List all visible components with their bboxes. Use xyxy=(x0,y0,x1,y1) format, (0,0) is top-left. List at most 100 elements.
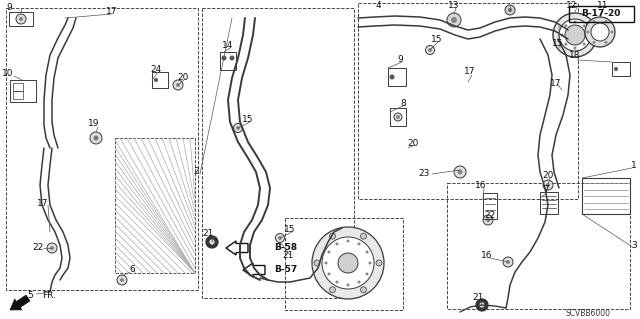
Circle shape xyxy=(209,239,215,245)
Circle shape xyxy=(447,13,461,27)
Circle shape xyxy=(358,242,360,245)
Text: 15: 15 xyxy=(243,115,253,123)
Circle shape xyxy=(591,23,609,41)
Circle shape xyxy=(573,20,577,24)
Circle shape xyxy=(338,253,358,273)
Text: 23: 23 xyxy=(419,168,429,177)
Circle shape xyxy=(559,19,591,51)
Circle shape xyxy=(543,180,553,190)
Text: 20: 20 xyxy=(542,170,554,180)
Circle shape xyxy=(120,278,124,282)
Circle shape xyxy=(565,25,585,45)
Text: 17: 17 xyxy=(106,8,118,17)
Circle shape xyxy=(573,47,577,49)
Text: 15: 15 xyxy=(284,225,296,234)
FancyArrow shape xyxy=(243,263,265,277)
Text: 21: 21 xyxy=(282,250,294,259)
Circle shape xyxy=(369,262,371,264)
Text: 9: 9 xyxy=(6,3,12,11)
Circle shape xyxy=(330,287,335,293)
Text: 6: 6 xyxy=(129,265,135,275)
Circle shape xyxy=(611,31,614,33)
Text: 19: 19 xyxy=(88,120,100,129)
Bar xyxy=(540,192,558,214)
Circle shape xyxy=(506,260,510,264)
Circle shape xyxy=(426,46,435,55)
Circle shape xyxy=(117,275,127,285)
Text: 22: 22 xyxy=(33,243,44,253)
Circle shape xyxy=(206,236,218,248)
Circle shape xyxy=(365,272,369,276)
Circle shape xyxy=(19,17,23,21)
Bar xyxy=(115,138,195,273)
Circle shape xyxy=(330,233,335,239)
Circle shape xyxy=(328,250,330,254)
Circle shape xyxy=(582,43,586,46)
Circle shape xyxy=(585,17,615,47)
Circle shape xyxy=(376,260,382,266)
Circle shape xyxy=(586,33,589,36)
Text: 13: 13 xyxy=(448,2,460,11)
Circle shape xyxy=(476,299,488,311)
Circle shape xyxy=(486,218,490,222)
Bar xyxy=(152,72,168,88)
Text: 17: 17 xyxy=(550,78,562,87)
Bar xyxy=(202,8,354,298)
Text: 16: 16 xyxy=(481,251,493,261)
Circle shape xyxy=(234,123,243,132)
Circle shape xyxy=(230,56,234,61)
Bar xyxy=(447,183,630,309)
Circle shape xyxy=(360,233,367,239)
Circle shape xyxy=(586,31,589,33)
Circle shape xyxy=(236,126,240,130)
Text: 9: 9 xyxy=(397,56,403,64)
Text: 16: 16 xyxy=(476,182,487,190)
Circle shape xyxy=(173,80,183,90)
Circle shape xyxy=(553,13,597,57)
Circle shape xyxy=(458,169,463,174)
Text: 17: 17 xyxy=(37,198,49,207)
Circle shape xyxy=(335,280,339,284)
Circle shape xyxy=(50,246,54,250)
Circle shape xyxy=(428,48,432,52)
Circle shape xyxy=(454,166,466,178)
Bar xyxy=(388,68,406,86)
Circle shape xyxy=(346,284,349,286)
Circle shape xyxy=(582,24,586,27)
Text: B-17-20: B-17-20 xyxy=(581,10,621,19)
Text: 21: 21 xyxy=(202,228,214,238)
Bar xyxy=(582,178,630,214)
Bar xyxy=(390,108,406,126)
Text: 17: 17 xyxy=(464,68,476,77)
Text: 10: 10 xyxy=(3,70,13,78)
Circle shape xyxy=(451,17,457,23)
Circle shape xyxy=(360,287,367,293)
Circle shape xyxy=(394,113,402,121)
Circle shape xyxy=(278,236,282,240)
Bar xyxy=(612,62,630,76)
Circle shape xyxy=(154,78,158,82)
Text: 7: 7 xyxy=(543,186,549,195)
Circle shape xyxy=(390,75,394,79)
Bar xyxy=(285,218,403,310)
FancyArrow shape xyxy=(226,241,248,255)
Circle shape xyxy=(483,215,493,225)
Bar xyxy=(13,91,23,99)
Text: FR.: FR. xyxy=(42,292,56,300)
Circle shape xyxy=(396,115,400,119)
Text: 14: 14 xyxy=(222,41,234,49)
Circle shape xyxy=(176,83,180,87)
FancyArrow shape xyxy=(10,295,30,310)
Circle shape xyxy=(90,132,102,144)
Circle shape xyxy=(312,227,384,299)
Bar xyxy=(6,8,198,290)
Circle shape xyxy=(16,14,26,24)
Circle shape xyxy=(564,24,567,27)
Bar xyxy=(13,83,23,91)
Bar xyxy=(483,193,497,219)
Circle shape xyxy=(605,20,607,23)
Circle shape xyxy=(328,272,330,276)
Circle shape xyxy=(221,56,227,61)
Circle shape xyxy=(614,67,618,71)
Text: 15: 15 xyxy=(552,40,564,48)
